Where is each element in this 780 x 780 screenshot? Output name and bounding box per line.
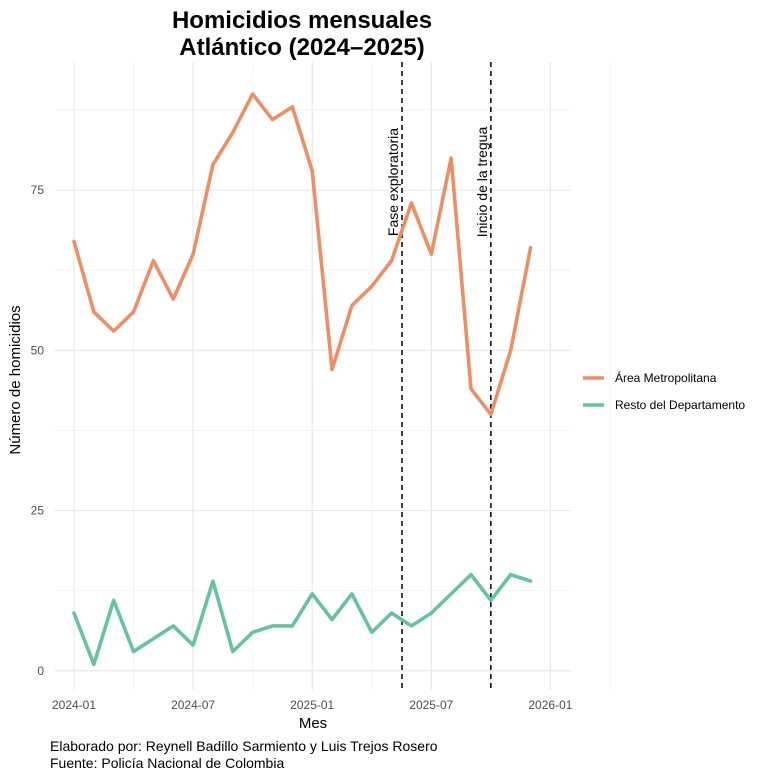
chart-title-line-1: Homicidios mensuales xyxy=(172,7,432,34)
x-tick-label: 2024-01 xyxy=(52,698,96,712)
series-line-area-metropolitana xyxy=(72,92,533,417)
x-axis-title: Mes xyxy=(299,715,327,732)
grid xyxy=(55,62,611,690)
y-tick-label: 75 xyxy=(31,183,45,197)
y-axis-title: Número de homicidios xyxy=(7,305,24,454)
series-line-resto-departamento xyxy=(72,572,533,667)
x-tick-label: 2025-01 xyxy=(290,698,334,712)
y-tick-labels: 0 25 50 75 xyxy=(31,183,45,678)
annotation-lines xyxy=(401,62,492,690)
caption-credits: Elaborado por: Reynell Badillo Sarmiento… xyxy=(50,738,438,754)
y-tick-label: 0 xyxy=(37,664,44,678)
x-tick-labels: 2024-01 2024-07 2025-01 2025-07 2026-01 xyxy=(52,698,573,712)
legend-label-resto-departamento: Resto del Departamento xyxy=(615,398,745,412)
x-tick-label: 2024-07 xyxy=(171,698,215,712)
chart-title-line-2: Atlántico (2024–2025) xyxy=(179,34,424,61)
caption-source: Fuente: Policía Nacional de Colombia xyxy=(50,755,284,771)
x-tick-label: 2025-07 xyxy=(409,698,453,712)
annotation-labels: Fase exploratoria Inicio de la tregua xyxy=(385,127,490,238)
series-lines xyxy=(72,92,533,667)
y-tick-label: 25 xyxy=(31,504,45,518)
legend-label-area-metropolitana: Área Metropolitana xyxy=(615,370,717,385)
annotation-label: Inicio de la tregua xyxy=(474,127,490,238)
annotation-label: Fase exploratoria xyxy=(385,128,401,236)
y-tick-label: 50 xyxy=(31,343,45,357)
legend: Área Metropolitana Resto del Departament… xyxy=(583,370,745,412)
x-tick-label: 2026-01 xyxy=(528,698,572,712)
